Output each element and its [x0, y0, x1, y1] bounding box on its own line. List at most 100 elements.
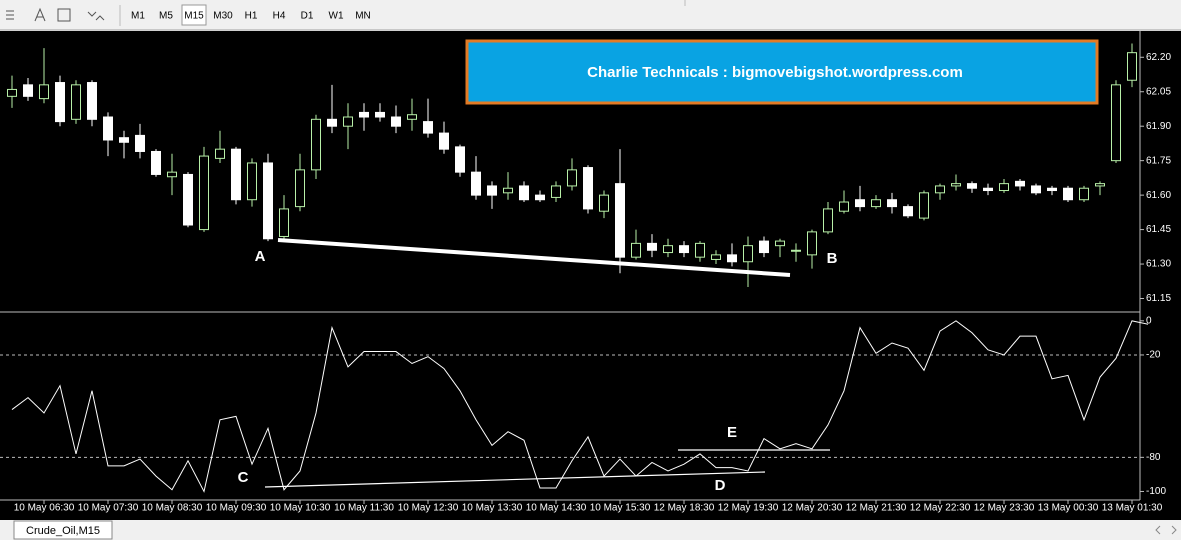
- x-tick-label: 10 May 09:30: [206, 503, 267, 514]
- x-tick-label: 10 May 14:30: [526, 503, 587, 514]
- candle-body: [887, 199, 897, 208]
- x-tick-label: 10 May 11:30: [334, 503, 394, 514]
- banner-text: Charlie Technicals : bigmovebigshot.word…: [587, 64, 963, 81]
- candle-body: [215, 148, 225, 159]
- x-tick-label: 13 May 01:30: [1102, 503, 1163, 514]
- candle-body: [279, 208, 289, 237]
- timeframes: M1 M5 M15 M30 H1 H4 D1 W1 MN: [131, 4, 371, 26]
- x-tick-label: 13 May 00:30: [1038, 503, 1099, 514]
- trend-line: [264, 471, 766, 488]
- candle-body: [1031, 185, 1041, 194]
- scroll-arrows[interactable]: [1155, 525, 1177, 535]
- x-tick-label: 10 May 08:30: [142, 503, 203, 514]
- banner: [465, 39, 1099, 105]
- y-tick-label: -100: [1146, 486, 1166, 497]
- candle-body: [487, 185, 497, 196]
- candle-body: [599, 194, 609, 212]
- candle-body: [903, 206, 913, 217]
- timeframe-button[interactable]: H4: [273, 11, 286, 22]
- annotation: A: [255, 248, 266, 265]
- candle-body: [343, 116, 353, 127]
- candle-body: [1015, 180, 1025, 187]
- x-tick-label: 10 May 10:30: [270, 503, 331, 514]
- tab-label[interactable]: Crude_Oil,M15: [26, 525, 100, 537]
- y-tick-label: 61.30: [1146, 259, 1171, 270]
- candle-body: [359, 111, 369, 118]
- arrow-tool[interactable]: [87, 11, 105, 21]
- candle-body: [103, 116, 113, 141]
- y-tick-label: 61.15: [1146, 293, 1171, 304]
- candle-body: [199, 155, 209, 231]
- timeframe-button[interactable]: D1: [301, 11, 314, 22]
- y-tick-label: 62.20: [1146, 52, 1171, 63]
- candle-body: [1047, 187, 1057, 192]
- x-tick-label: 10 May 13:30: [462, 503, 523, 514]
- candle-body: [263, 162, 273, 240]
- candle-body: [455, 146, 465, 173]
- candle-body: [999, 183, 1009, 192]
- candle-body: [551, 185, 561, 198]
- candle-body: [295, 169, 305, 208]
- y-tick-label: 61.75: [1146, 155, 1171, 166]
- trend-line: [277, 238, 791, 277]
- timeframe-button[interactable]: M30: [213, 11, 233, 22]
- x-tick-label: 10 May 07:30: [78, 503, 139, 514]
- toolbar: [0, 0, 1181, 30]
- candle-body: [471, 171, 481, 196]
- candle-body: [615, 183, 625, 258]
- candle-body: [951, 183, 961, 187]
- candle-body: [743, 245, 753, 263]
- candle-body: [231, 148, 241, 201]
- timeframe-button[interactable]: M15: [184, 11, 204, 22]
- candle-body: [1079, 187, 1089, 201]
- annotation: D: [715, 477, 726, 494]
- x-tick-label: 10 May 06:30: [14, 503, 75, 514]
- line-tool[interactable]: [6, 10, 14, 20]
- candle-body: [1095, 183, 1105, 187]
- candle-body: [439, 132, 449, 150]
- candle-body: [1111, 84, 1121, 162]
- y-tick-label: 61.60: [1146, 190, 1171, 201]
- candle-body: [71, 84, 81, 120]
- y-tick-label: -80: [1146, 452, 1161, 463]
- candle-body: [39, 84, 49, 100]
- candle-body: [167, 171, 177, 178]
- candle-body: [311, 118, 321, 171]
- candle-body: [695, 242, 705, 258]
- timeframe-button[interactable]: M1: [131, 11, 145, 22]
- candle-body: [983, 187, 993, 192]
- candle-body: [647, 242, 657, 251]
- chart-tab[interactable]: [13, 520, 113, 540]
- timeframe-button[interactable]: W1: [329, 11, 344, 22]
- tab-bar: [0, 520, 1181, 540]
- y-tick-label: 62.05: [1146, 86, 1171, 97]
- candle-body: [583, 167, 593, 210]
- candle-body: [407, 114, 417, 120]
- candle-body: [247, 162, 257, 201]
- candle-body: [87, 82, 97, 120]
- candle-body: [151, 150, 161, 175]
- candle-body: [1127, 52, 1137, 81]
- x-tick-label: 12 May 23:30: [974, 503, 1035, 514]
- timeframe-button[interactable]: M5: [159, 11, 173, 22]
- text-tool[interactable]: [34, 7, 46, 22]
- timeframe-button[interactable]: H1: [245, 11, 258, 22]
- candle-body: [631, 242, 641, 258]
- candle-body: [519, 185, 529, 201]
- timeframe-button[interactable]: MN: [355, 11, 371, 22]
- candle-body: [663, 245, 673, 254]
- indicator-line: [11, 320, 1149, 493]
- candle-body: [823, 208, 833, 233]
- label-tool[interactable]: [57, 8, 71, 22]
- y-tick-label: -20: [1146, 350, 1161, 361]
- candle-body: [23, 84, 33, 97]
- annotation: C: [238, 469, 249, 486]
- x-tick-label: 12 May 18:30: [654, 503, 715, 514]
- candle-body: [423, 121, 433, 134]
- candle-body: [135, 134, 145, 152]
- candle-body: [503, 187, 513, 194]
- x-tick-label: 12 May 20:30: [782, 503, 843, 514]
- candle-body: [759, 240, 769, 254]
- y-tick-label: 0: [1146, 315, 1152, 326]
